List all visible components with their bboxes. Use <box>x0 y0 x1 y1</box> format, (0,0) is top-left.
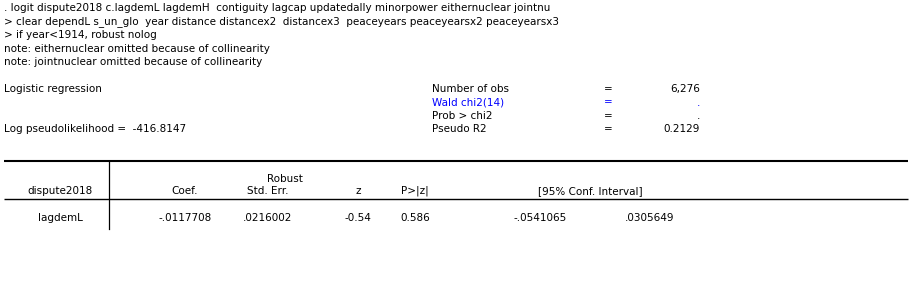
Text: Logistic regression: Logistic regression <box>4 84 102 94</box>
Text: =: = <box>603 125 612 135</box>
Text: Robust: Robust <box>267 174 302 184</box>
Text: .: . <box>696 98 700 108</box>
Text: P>|z|: P>|z| <box>401 186 428 197</box>
Text: Wald chi2(14): Wald chi2(14) <box>432 98 504 108</box>
Text: > if year<1914, robust nolog: > if year<1914, robust nolog <box>4 30 157 40</box>
Text: .0305649: .0305649 <box>625 213 674 223</box>
Text: .0216002: .0216002 <box>243 213 292 223</box>
Text: Log pseudolikelihood =  -416.8147: Log pseudolikelihood = -416.8147 <box>4 125 186 135</box>
Text: 6,276: 6,276 <box>670 84 700 94</box>
Text: 0.2129: 0.2129 <box>663 125 700 135</box>
Text: > clear dependL s_un_glo  year distance distancex2  distancex3  peaceyears peace: > clear dependL s_un_glo year distance d… <box>4 16 558 27</box>
Text: [95% Conf. Interval]: [95% Conf. Interval] <box>537 186 641 196</box>
Text: Prob > chi2: Prob > chi2 <box>432 111 492 121</box>
Text: . logit dispute2018 c.lagdemL lagdemH  contiguity lagcap updatedally minorpower : . logit dispute2018 c.lagdemL lagdemH co… <box>4 3 549 13</box>
Text: Std. Err.: Std. Err. <box>247 186 289 196</box>
Text: 0.586: 0.586 <box>400 213 429 223</box>
Text: =: = <box>603 111 612 121</box>
Text: -.0117708: -.0117708 <box>159 213 211 223</box>
Text: Coef.: Coef. <box>171 186 198 196</box>
Text: note: eithernuclear omitted because of collinearity: note: eithernuclear omitted because of c… <box>4 44 270 54</box>
Text: dispute2018: dispute2018 <box>27 186 93 196</box>
Text: =: = <box>603 98 612 108</box>
Text: Pseudo R2: Pseudo R2 <box>432 125 486 135</box>
Text: -.0541065: -.0541065 <box>513 213 566 223</box>
Text: =: = <box>603 84 612 94</box>
Text: .: . <box>696 111 700 121</box>
Text: lagdemL: lagdemL <box>37 213 82 223</box>
Text: note: jointnuclear omitted because of collinearity: note: jointnuclear omitted because of co… <box>4 57 262 67</box>
Text: Number of obs: Number of obs <box>432 84 508 94</box>
Text: z: z <box>355 186 361 196</box>
Text: -0.54: -0.54 <box>344 213 371 223</box>
